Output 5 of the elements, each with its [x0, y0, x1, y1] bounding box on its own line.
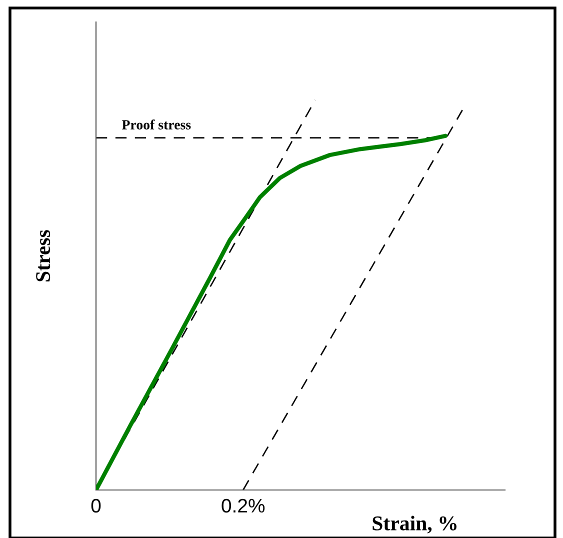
- ref-line-label: Proof stress: [122, 120, 191, 130]
- x-axis-title: Strain, %: [372, 516, 456, 534]
- y-axis-title: Stress: [36, 230, 50, 282]
- x-tick-label: 0: [91, 498, 101, 513]
- x-tick-label: 0.2%: [222, 498, 265, 513]
